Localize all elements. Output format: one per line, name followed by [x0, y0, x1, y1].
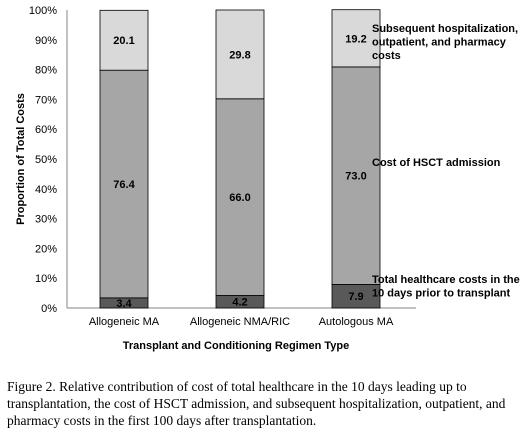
x-tick-label: Allogeneic MA [89, 316, 160, 328]
bar-segment [215, 9, 265, 100]
legend-label: Total healthcare costs in the [372, 274, 520, 286]
y-tick-label: 20% [35, 243, 57, 255]
x-tick-label: Allogeneic NMA/RIC [190, 316, 290, 328]
segment-labels-group: 3.4 76.4 20.1 4.2 66.0 29.8 7.9 73.0 19.2 [113, 33, 366, 310]
bar-segment [215, 98, 265, 296]
y-tick-label: 80% [35, 65, 57, 77]
y-tick-label: 30% [35, 214, 57, 226]
legend-label: costs [372, 50, 401, 62]
legend-label: outpatient, and pharmacy [372, 37, 507, 49]
bar-value-label: 76.4 [113, 179, 135, 191]
y-tick-label: 90% [35, 35, 57, 47]
y-tick-label: 60% [35, 124, 57, 136]
bar-value-label: 19.2 [345, 33, 366, 45]
bar-segment [331, 9, 381, 68]
bar-value-label: 3.4 [116, 298, 132, 310]
bar-value-label: 73.0 [345, 171, 366, 183]
bar-value-label: 7.9 [348, 291, 363, 303]
x-axis-title: Transplant and Conditioning Regimen Type [123, 340, 350, 352]
figure-caption: Figure 2. Relative contribution of cost … [7, 379, 506, 428]
y-tick-label: 100% [29, 5, 57, 17]
stacked-bar-chart: 0% 10% 20% 30% 40% 50% 60% 70% 80% 90% 100% 3.4 76.… [15, 5, 520, 352]
bar-value-label: 20.1 [113, 35, 134, 47]
legend-label: Subsequent hospitalization, [372, 23, 518, 35]
x-tick-label: Autologous MA [319, 316, 394, 328]
bar-segment [331, 66, 381, 285]
y-tick-label: 40% [35, 184, 57, 196]
bar-value-label: 4.2 [232, 297, 247, 309]
bars-group [99, 9, 381, 309]
y-tick-label: 50% [35, 154, 57, 166]
x-axis-ticks: Allogeneic MA Allogeneic NMA/RIC Autologou… [89, 316, 394, 328]
bar-segment [99, 69, 149, 299]
legend-label: Cost of HSCT admission [372, 157, 501, 169]
bar-segment [99, 9, 149, 71]
legend-group: Total healthcare costs in the 10 days pri… [372, 23, 520, 300]
bar-value-label: 66.0 [229, 192, 250, 204]
y-axis-title: Proportion of Total Costs [15, 93, 27, 225]
legend-label: 10 days prior to transplant [372, 288, 510, 300]
y-tick-label: 0% [41, 303, 57, 315]
y-tick-label: 70% [35, 94, 57, 106]
y-tick-label: 10% [35, 273, 57, 285]
bar-value-label: 29.8 [229, 49, 250, 61]
